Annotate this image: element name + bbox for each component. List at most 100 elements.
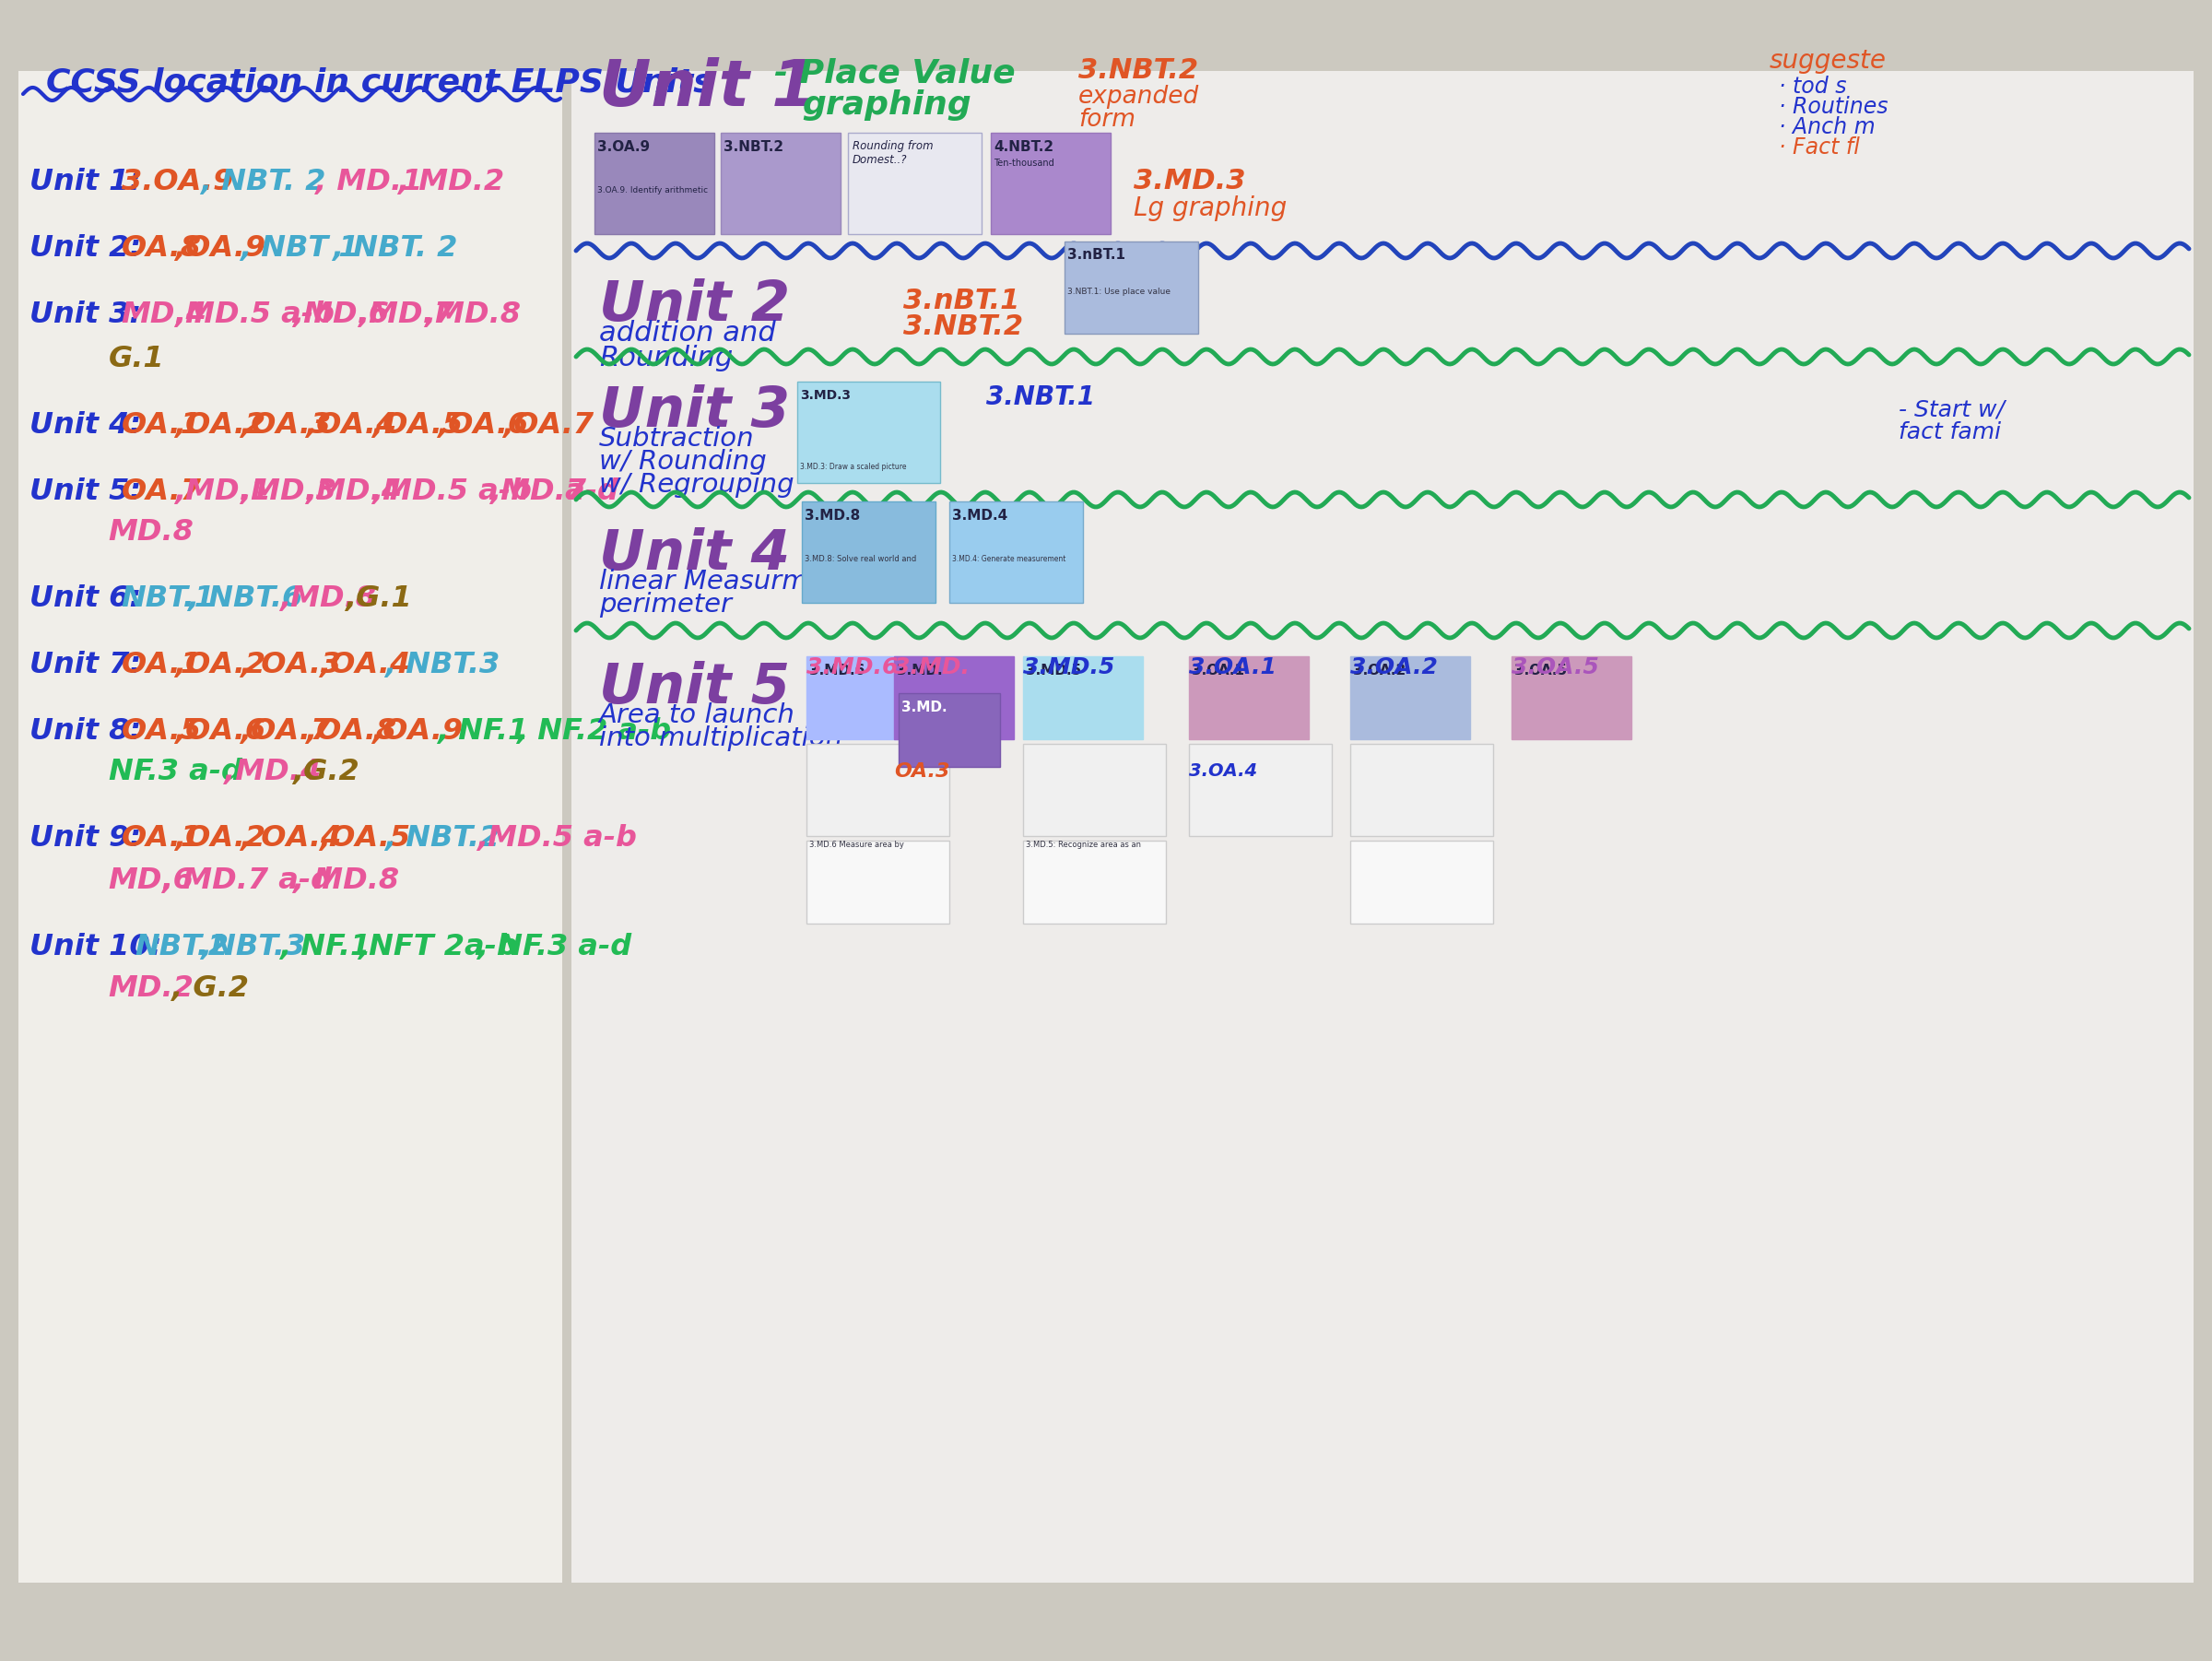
Text: ,MD.7: ,MD.7 <box>489 477 586 507</box>
FancyBboxPatch shape <box>847 133 982 234</box>
Text: , G.2: , G.2 <box>161 975 248 1003</box>
Text: 3.MD.8: 3.MD.8 <box>805 508 860 523</box>
Text: ,MD.4: ,MD.4 <box>215 757 321 786</box>
FancyBboxPatch shape <box>796 382 940 483</box>
FancyBboxPatch shape <box>803 502 936 603</box>
Text: ,MD.5 a-b: ,MD.5 a-b <box>476 824 637 852</box>
Text: , MD.1: , MD.1 <box>305 168 422 196</box>
Text: expanded: expanded <box>1079 85 1199 108</box>
Text: CCSS location in current ELPS Units: CCSS location in current ELPS Units <box>46 66 712 98</box>
Text: OA.5: OA.5 <box>122 718 201 746</box>
FancyBboxPatch shape <box>595 133 714 234</box>
Text: Unit 7:: Unit 7: <box>29 651 142 679</box>
Text: Area to launch: Area to launch <box>599 703 796 728</box>
Text: Subtraction: Subtraction <box>599 425 754 452</box>
Text: NBT.2: NBT.2 <box>135 933 228 962</box>
FancyBboxPatch shape <box>1022 744 1166 835</box>
Text: ,OA.2: ,OA.2 <box>175 651 265 679</box>
Text: 3.MD.5: 3.MD.5 <box>1026 664 1082 678</box>
FancyBboxPatch shape <box>898 693 1000 767</box>
Text: 3.OA.2: 3.OA.2 <box>1354 664 1407 678</box>
Text: 3.MD.: 3.MD. <box>894 656 969 678</box>
Text: into multiplication: into multiplication <box>599 726 843 751</box>
Text: OA.8: OA.8 <box>122 234 201 262</box>
Text: 3.OA.1: 3.OA.1 <box>1190 656 1276 678</box>
FancyBboxPatch shape <box>1349 840 1493 924</box>
Text: ,OA.5: ,OA.5 <box>372 412 462 440</box>
Text: ,OA.5: ,OA.5 <box>319 824 409 852</box>
Text: ,MD.4: ,MD.4 <box>305 477 403 507</box>
Text: 3.NBT.2: 3.NBT.2 <box>1079 56 1199 83</box>
FancyBboxPatch shape <box>807 840 949 924</box>
Text: · tod s: · tod s <box>1778 76 1847 98</box>
Text: Unit 6:: Unit 6: <box>29 585 142 613</box>
FancyBboxPatch shape <box>991 133 1110 234</box>
FancyBboxPatch shape <box>1022 656 1144 739</box>
Text: Unit 5:: Unit 5: <box>29 477 142 507</box>
Text: Unit 5: Unit 5 <box>599 661 790 716</box>
Text: 3.OA.9: 3.OA.9 <box>597 140 650 154</box>
Text: ,OA.9: ,OA.9 <box>175 234 265 262</box>
Text: , NBT.3: , NBT.3 <box>385 651 500 679</box>
Text: G.1: G.1 <box>108 345 164 374</box>
Text: NBT.1: NBT.1 <box>122 585 215 613</box>
Text: 3.MD.4: Generate measurement: 3.MD.4: Generate measurement <box>951 555 1066 563</box>
Text: Rounding: Rounding <box>599 345 732 372</box>
Text: , NBT.2: , NBT.2 <box>385 824 500 852</box>
Text: addition and: addition and <box>599 321 776 347</box>
Text: Unit 3: Unit 3 <box>599 384 790 439</box>
Text: ,OA.7: ,OA.7 <box>502 412 595 440</box>
FancyBboxPatch shape <box>807 744 949 835</box>
Bar <box>571 71 2194 1583</box>
Text: perimeter: perimeter <box>599 591 732 618</box>
Text: OA.1: OA.1 <box>122 651 201 679</box>
Text: - Place Value: - Place Value <box>774 56 1015 88</box>
Text: - Start w/: - Start w/ <box>1898 399 2004 420</box>
Text: , NF.1: , NF.1 <box>438 718 529 746</box>
FancyBboxPatch shape <box>1190 744 1332 835</box>
Text: 3.nBT.1: 3.nBT.1 <box>1068 247 1126 262</box>
Text: 3.NBT.2: 3.NBT.2 <box>723 140 783 154</box>
Text: 3.OA.4: 3.OA.4 <box>1190 762 1256 779</box>
Text: ,OA.4: ,OA.4 <box>305 412 396 440</box>
Text: · Anch m: · Anch m <box>1778 116 1876 138</box>
Text: 3.MD.8: Solve real world and: 3.MD.8: Solve real world and <box>805 555 916 563</box>
Text: 3.MD.5: Recognize area as an: 3.MD.5: Recognize area as an <box>1026 840 1141 849</box>
Text: ,OA.7: ,OA.7 <box>239 718 332 746</box>
Text: ,MD.8: ,MD.8 <box>279 585 376 613</box>
FancyBboxPatch shape <box>1511 656 1632 739</box>
Text: 3.NBT.2: 3.NBT.2 <box>902 314 1024 341</box>
Text: ,NBT.3: ,NBT.3 <box>201 933 305 962</box>
Text: MD.6: MD.6 <box>108 867 195 895</box>
Text: graphing: graphing <box>803 90 971 121</box>
Text: 3.MD.4: 3.MD.4 <box>951 508 1009 523</box>
Text: Unit 8:: Unit 8: <box>29 718 142 746</box>
Text: 3.MD.6: 3.MD.6 <box>810 664 865 678</box>
Text: w/ Regrouping: w/ Regrouping <box>599 472 794 498</box>
Text: 3.MD.3: Draw a scaled picture: 3.MD.3: Draw a scaled picture <box>801 463 907 472</box>
Text: 3.OA.9: 3.OA.9 <box>122 168 232 196</box>
Text: ,NFT 2a-b: ,NFT 2a-b <box>358 933 518 962</box>
Text: Unit 1:: Unit 1: <box>29 168 142 196</box>
Text: 4.NBT.2: 4.NBT.2 <box>993 140 1053 154</box>
Text: ,MD.5 a-b: ,MD.5 a-b <box>175 301 334 329</box>
Text: , OA.3: , OA.3 <box>239 651 341 679</box>
Text: 3.MD.3: 3.MD.3 <box>801 389 852 402</box>
Text: 3.OA.5: 3.OA.5 <box>1511 656 1599 678</box>
Text: 3.MD.: 3.MD. <box>896 664 942 678</box>
Text: 3.MD.: 3.MD. <box>902 701 947 714</box>
Text: 3.OA.5: 3.OA.5 <box>1515 664 1566 678</box>
FancyBboxPatch shape <box>894 656 1013 739</box>
FancyBboxPatch shape <box>1064 241 1199 334</box>
Text: Unit 4: Unit 4 <box>599 527 790 581</box>
FancyBboxPatch shape <box>1349 656 1471 739</box>
Text: OA.1: OA.1 <box>122 824 201 852</box>
FancyBboxPatch shape <box>1190 656 1310 739</box>
Text: , OA.4: , OA.4 <box>239 824 341 852</box>
Text: 3.MD.6 Measure area by: 3.MD.6 Measure area by <box>810 840 905 849</box>
Text: ,G.1: ,G.1 <box>345 585 411 613</box>
Text: MD.4: MD.4 <box>122 301 208 329</box>
Text: fact fami: fact fami <box>1898 422 2002 443</box>
Text: Unit 9:: Unit 9: <box>29 824 142 852</box>
Text: ,OA.6: ,OA.6 <box>175 718 265 746</box>
